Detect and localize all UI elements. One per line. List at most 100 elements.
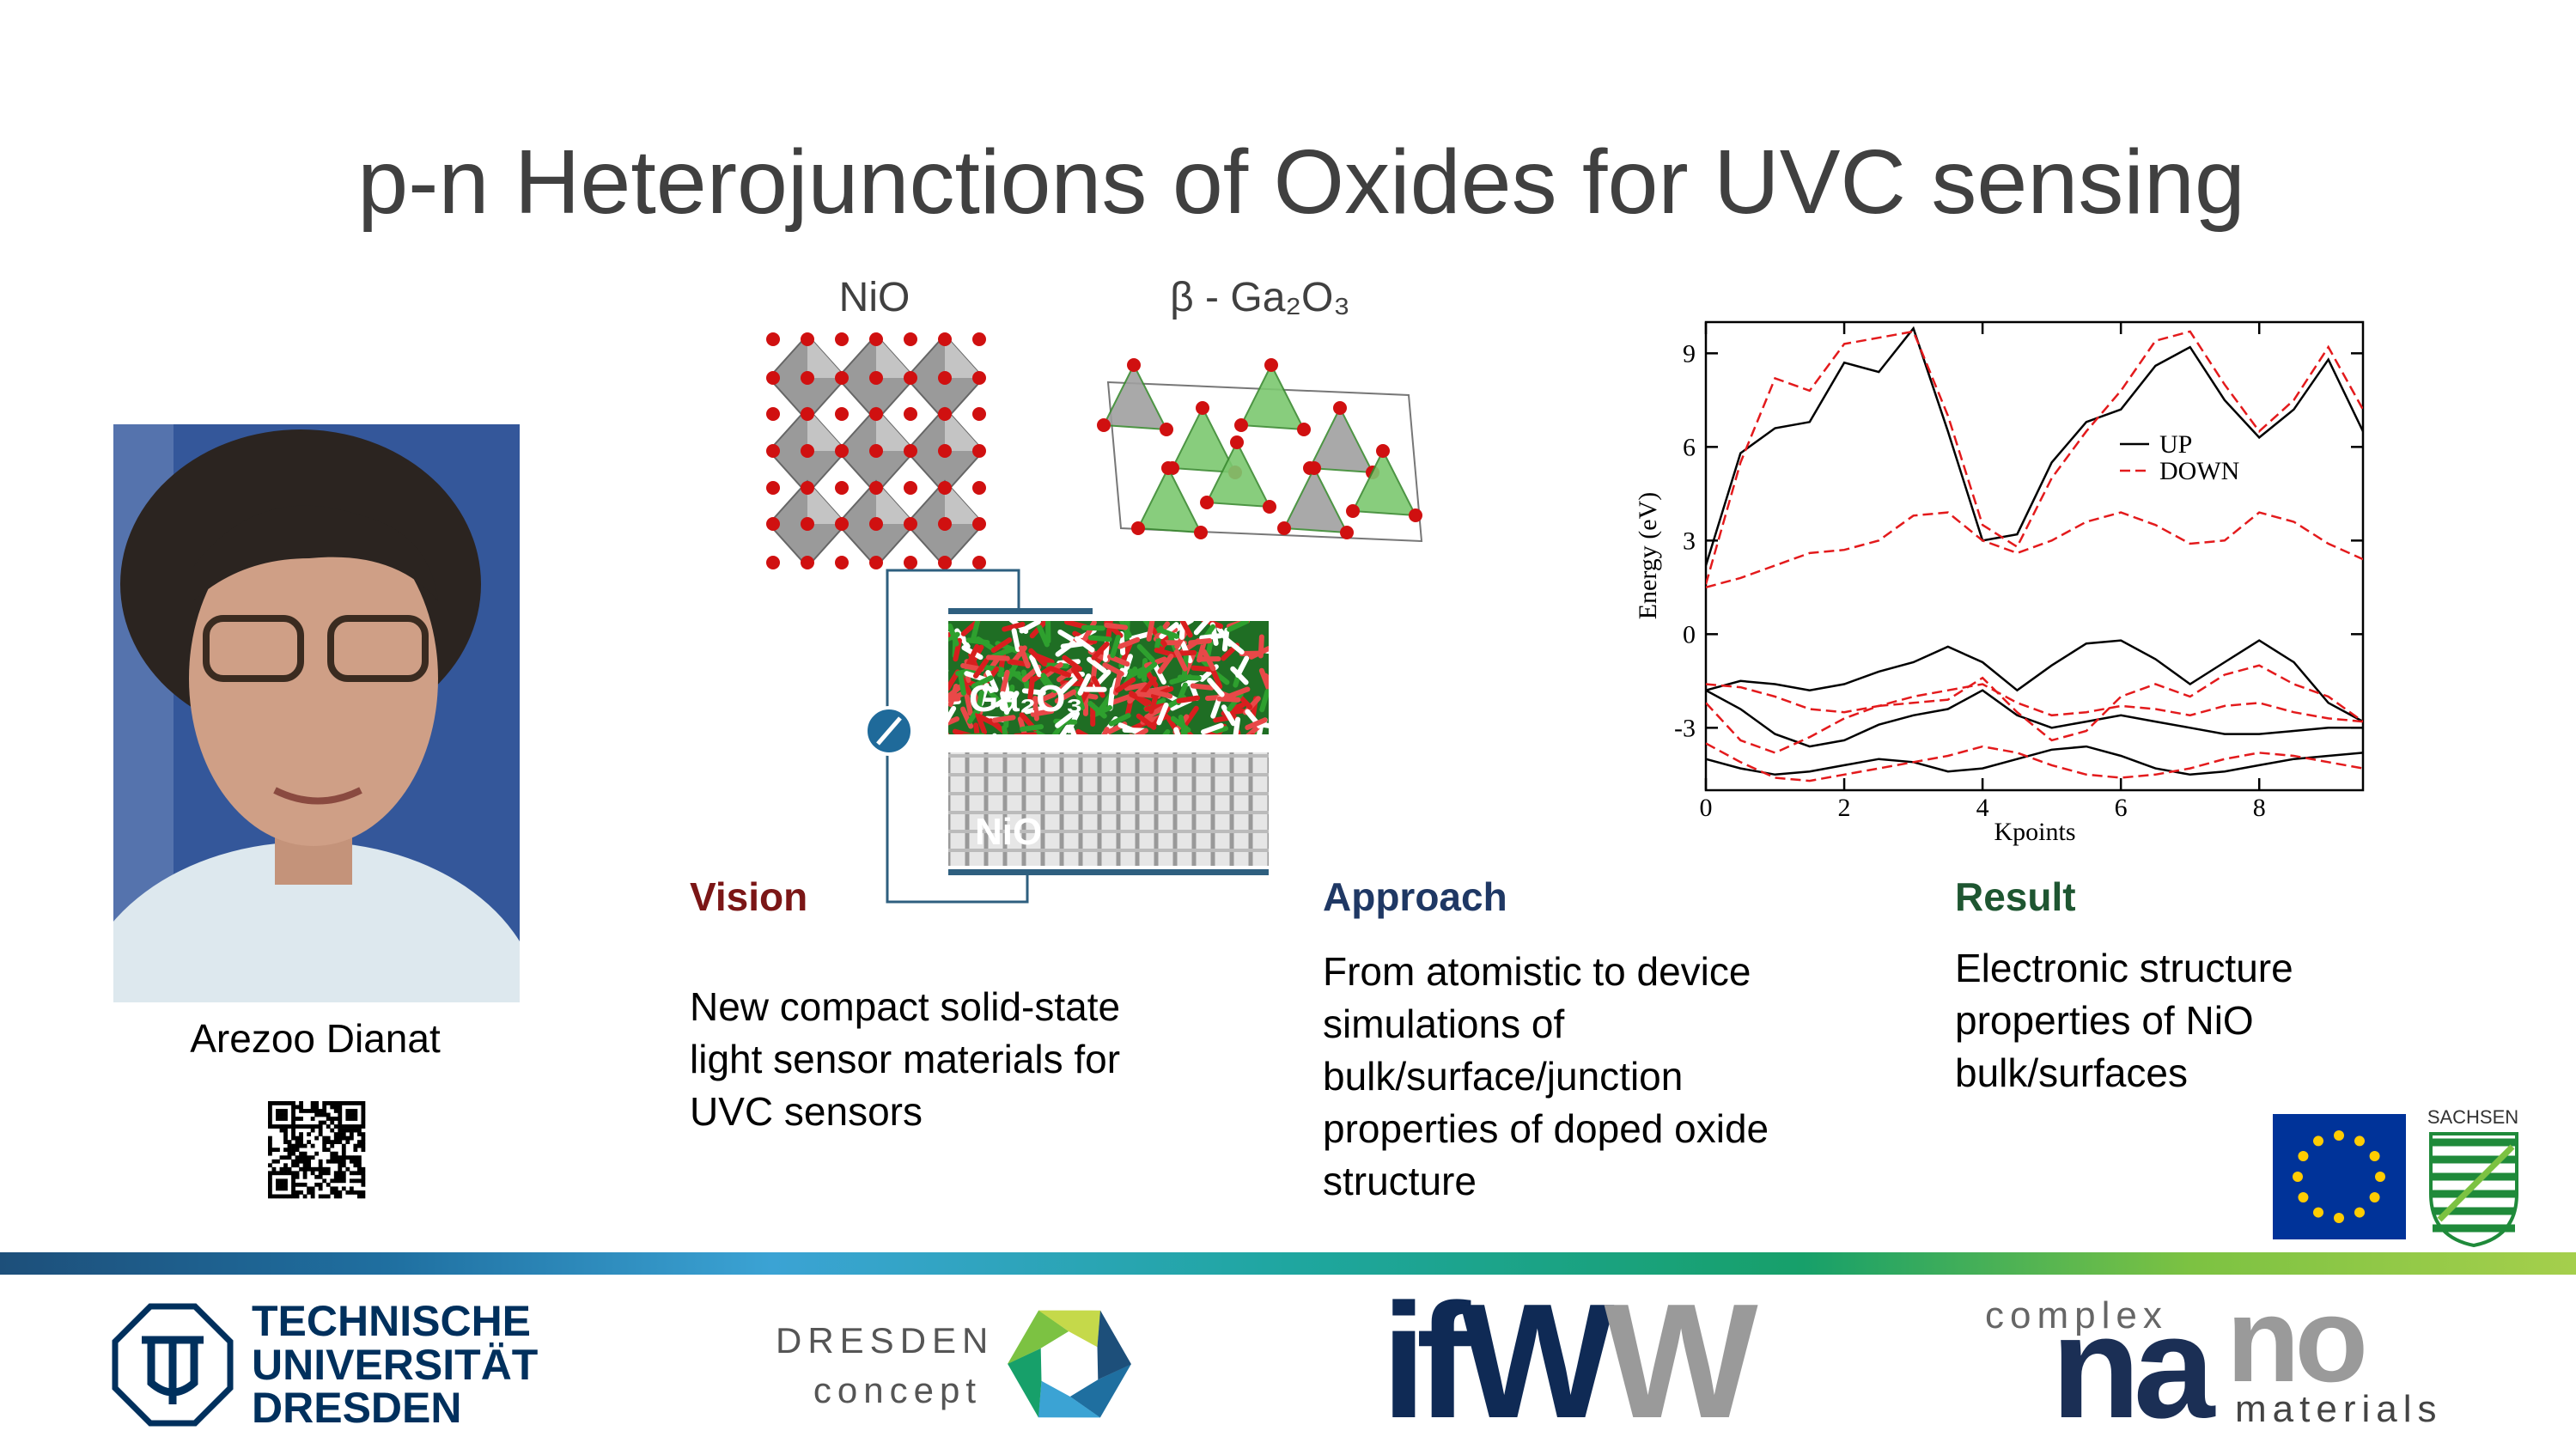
qr-module: [268, 1112, 272, 1117]
qr-module: [271, 1124, 277, 1129]
oxygen-atom: [904, 371, 917, 385]
bond: [1091, 641, 1110, 661]
oxygen-atom: [904, 332, 917, 346]
qr-module: [341, 1148, 346, 1153]
qr-module: [356, 1128, 362, 1133]
qr-module: [283, 1101, 288, 1105]
bond: [1000, 691, 1010, 715]
ring-segment: [1038, 1310, 1101, 1348]
qr-module: [338, 1190, 343, 1195]
bond: [1077, 673, 1092, 696]
qr-module: [291, 1117, 295, 1121]
qr-module: [333, 1105, 338, 1110]
qr-module: [333, 1140, 338, 1145]
eu-star: [2354, 1207, 2365, 1218]
qr-module: [268, 1148, 272, 1153]
eu-star: [2369, 1192, 2380, 1202]
qr-module: [295, 1171, 300, 1176]
qr-module: [318, 1182, 323, 1187]
qr-module: [283, 1182, 288, 1187]
polyhedron: [1282, 466, 1349, 534]
qr-module: [322, 1143, 327, 1148]
oxygen-atom: [1277, 521, 1291, 535]
dc-ring: [1008, 1310, 1131, 1418]
qr-module: [299, 1182, 303, 1187]
cn-text: na: [2051, 1286, 2216, 1449]
qr-module: [326, 1182, 331, 1187]
legend-label: DOWN: [2159, 457, 2239, 485]
qr-module: [291, 1120, 295, 1125]
qr-module: [333, 1194, 338, 1199]
qr-module: [318, 1194, 323, 1199]
electrode: [948, 608, 1093, 614]
bond: [1082, 621, 1097, 642]
qr-module: [338, 1171, 343, 1176]
oxygen-atom: [801, 407, 814, 421]
bond: [1114, 677, 1136, 693]
bond: [1216, 696, 1241, 703]
octahedron-face: [876, 481, 915, 524]
qr-module: [353, 1178, 358, 1184]
qr-module: [279, 1166, 284, 1172]
qr-module: [361, 1171, 366, 1176]
qr-module: [356, 1159, 362, 1164]
meter-needle: [876, 716, 902, 746]
qr-module: [361, 1109, 366, 1113]
oxygen-atom: [938, 517, 952, 531]
oxygen-atom: [972, 332, 986, 346]
qr-module: [310, 1143, 315, 1148]
qr-module: [271, 1148, 277, 1153]
oxygen-atom: [835, 517, 849, 531]
photo-fringe: [193, 505, 438, 601]
qr-module: [310, 1128, 315, 1133]
bond: [975, 690, 984, 715]
qr-module: [299, 1135, 303, 1141]
qr-module: [338, 1105, 343, 1110]
qr-module: [283, 1135, 288, 1141]
qr-module: [318, 1186, 323, 1191]
qr-module: [326, 1117, 331, 1121]
x-tick-label: 4: [1976, 794, 1989, 822]
ring-segment: [1069, 1364, 1131, 1418]
bond: [1081, 624, 1105, 631]
qr-module: [291, 1174, 295, 1179]
oxygen-atom: [972, 481, 986, 495]
qr-module: [283, 1186, 288, 1191]
qr-module: [356, 1163, 362, 1168]
qr-module: [268, 1105, 272, 1110]
qr-module: [276, 1124, 280, 1129]
bond: [1119, 642, 1133, 665]
qr-module: [353, 1117, 358, 1121]
qr-module: [291, 1151, 295, 1156]
qr-module: [330, 1155, 335, 1160]
qr-module: [299, 1159, 303, 1164]
qr-module: [299, 1124, 303, 1129]
qr-module: [341, 1135, 346, 1141]
qr-module: [333, 1171, 338, 1176]
bond: [948, 684, 959, 708]
qr-module: [326, 1140, 331, 1145]
qr-module: [302, 1155, 308, 1160]
qr-module: [356, 1143, 362, 1148]
oxygen-atom: [1194, 526, 1208, 539]
qr-module: [353, 1148, 358, 1153]
qr-module: [356, 1155, 362, 1160]
qr-module: [299, 1105, 303, 1110]
qr-module: [310, 1105, 315, 1110]
band-line: [1706, 326, 2363, 566]
bond: [948, 623, 959, 647]
qr-module: [291, 1190, 295, 1195]
qr-module: [326, 1124, 331, 1129]
qr-module: [287, 1171, 292, 1176]
qr-module: [353, 1109, 358, 1113]
qr-module: [279, 1194, 284, 1199]
qr-module: [299, 1140, 303, 1145]
qr-module: [295, 1190, 300, 1195]
qr-module: [283, 1112, 288, 1117]
qr-module: [291, 1159, 295, 1164]
qr-module: [333, 1124, 338, 1129]
column-text: properties of doped oxide: [1323, 1106, 1769, 1151]
qr-module: [322, 1178, 327, 1184]
dc-text: concept: [813, 1370, 982, 1410]
